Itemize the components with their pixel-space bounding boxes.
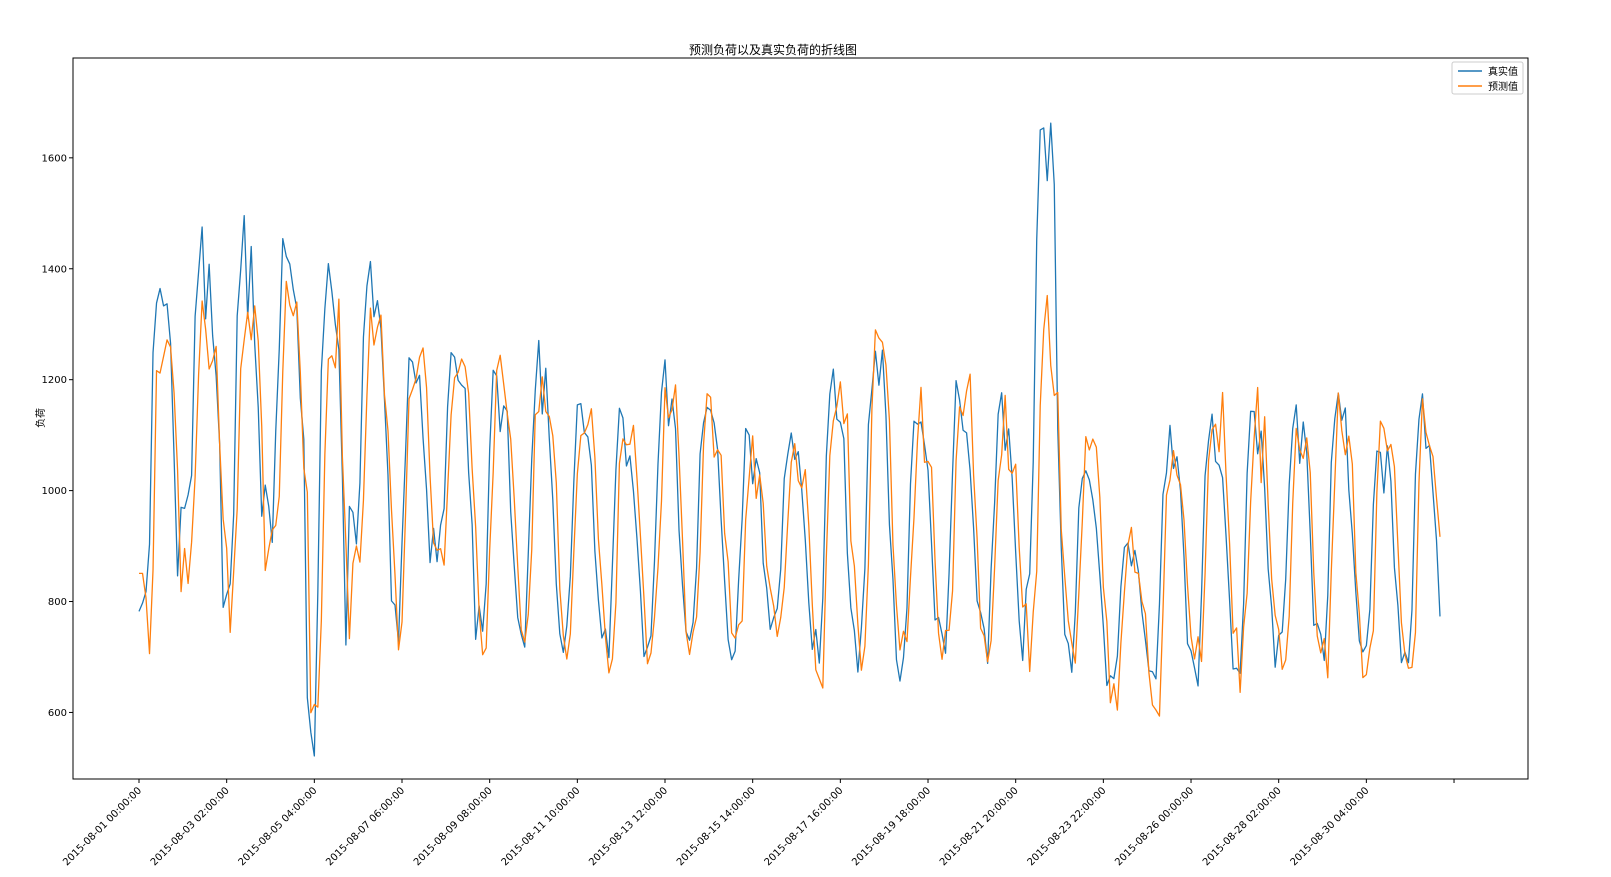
series-layer	[138, 122, 1441, 757]
legend-label-predicted: 预测值	[1488, 80, 1518, 93]
legend: 真实值 预测值	[1451, 61, 1524, 95]
y-axis-label: 负荷	[34, 408, 47, 428]
legend-label-true: 真实值	[1488, 65, 1518, 78]
y-tick-label-1400: 1400	[42, 264, 67, 275]
series-line-true	[138, 122, 1441, 757]
y-tick-label-1000: 1000	[42, 486, 67, 497]
chart-title: 预测负荷以及真实负荷的折线图	[689, 42, 857, 57]
y-tick-label-800: 800	[48, 597, 67, 608]
plot-frame	[72, 57, 1529, 780]
y-tick-label-600: 600	[48, 708, 67, 719]
series-line-predicted	[139, 280, 1441, 717]
y-tick-label-1200: 1200	[42, 375, 67, 386]
y-tick-label-1600: 1600	[42, 153, 67, 164]
y-axis: 600 800 1000 1200 1400 1600	[42, 153, 73, 719]
